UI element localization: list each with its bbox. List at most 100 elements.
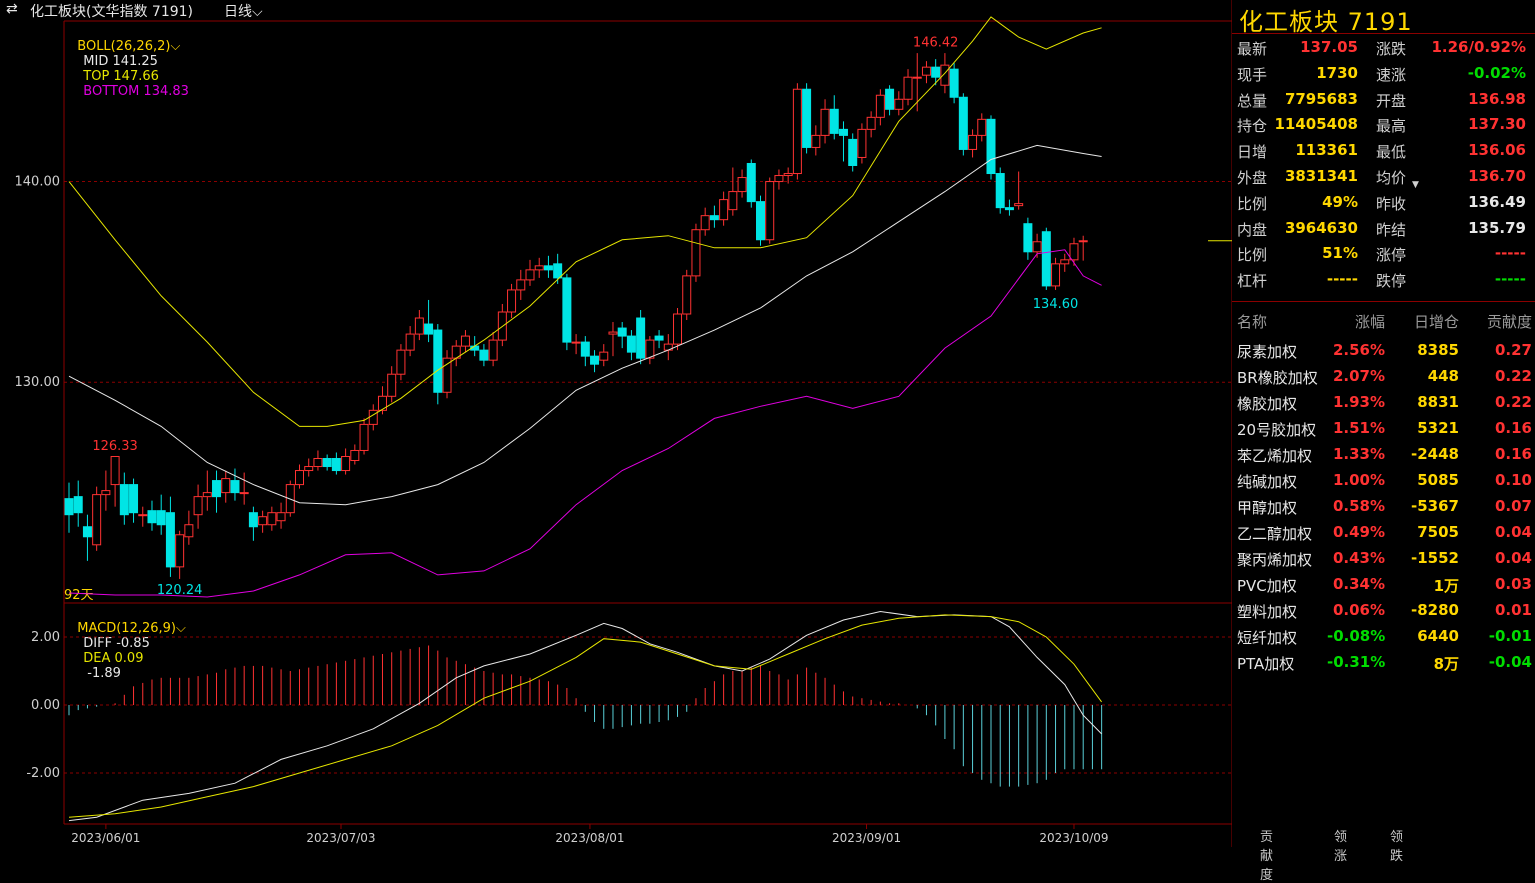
contrib-name: 乙二醇加权 [1237, 525, 1313, 543]
quote-value: ----- [1494, 244, 1526, 263]
candle-body [368, 409, 378, 425]
candle-body [175, 534, 185, 568]
contrib-oi: 8万 [1433, 655, 1459, 673]
candle-body [673, 313, 683, 345]
quote-row: 杠杆 ----- 跌停 ----- [1232, 270, 1535, 294]
table-header[interactable]: 名称 [1237, 313, 1268, 331]
contrib-row[interactable]: 聚丙烯加权 0.43% -1552 0.04 [1232, 549, 1535, 573]
avg-price-dropdown-icon[interactable]: ▼ [1412, 180, 1419, 190]
candle-body [949, 68, 959, 98]
contrib-name: 苯乙烯加权 [1237, 447, 1313, 465]
candle-body [221, 478, 231, 494]
candle-body [737, 177, 747, 193]
contrib-row[interactable]: 乙二醇加权 0.49% 7505 0.04 [1232, 523, 1535, 547]
contrib-change: 2.07% [1332, 367, 1385, 385]
candle-body [986, 118, 996, 175]
candle-body [645, 339, 655, 359]
candle-body [958, 96, 968, 150]
candle-body [488, 339, 498, 361]
macd-value: -1.89 [87, 666, 121, 681]
contrib-value: 0.16 [1494, 445, 1532, 463]
contrib-row[interactable]: 甲醇加权 0.58% -5367 0.07 [1232, 497, 1535, 521]
candle-body [119, 484, 129, 516]
candle-body [691, 229, 701, 277]
candle-body [267, 512, 277, 526]
contrib-row[interactable]: 橡胶加权 1.93% 8831 0.22 [1232, 393, 1535, 417]
contrib-name: 聚丙烯加权 [1237, 551, 1313, 569]
table-header[interactable]: 日增仓 [1413, 313, 1459, 331]
candle-body [562, 277, 572, 343]
boll-mid-line [68, 144, 1102, 506]
tab-top-losers[interactable]: 领跌 [1390, 830, 1404, 864]
contrib-row[interactable]: 尿素加权 2.56% 8385 0.27 [1232, 341, 1535, 365]
contrib-row[interactable]: PTA加权 -0.31% 8万 -0.04 [1232, 653, 1535, 677]
candle-body [746, 162, 756, 203]
quote-row: 比例 49% 昨收 136.49 [1232, 193, 1535, 217]
quote-label: 速涨 [1376, 65, 1407, 84]
table-header[interactable]: 贡献度 [1486, 313, 1532, 331]
contrib-row[interactable]: BR橡胶加权 2.07% 448 0.22 [1232, 367, 1535, 391]
candle-body [73, 496, 83, 514]
contrib-name: 甲醇加权 [1237, 499, 1298, 517]
candle-body [719, 199, 729, 221]
quote-value: ----- [1326, 270, 1358, 289]
quote-value: 3831341 [1284, 167, 1358, 185]
quote-value: 137.05 [1300, 38, 1358, 56]
boll-label[interactable]: BOLL(26,26,2) [77, 39, 171, 54]
chart-canvas[interactable]: 140.00 130.00 126.33 120.24 146.42 134.60 2.00… [0, 0, 1232, 847]
contrib-row[interactable]: PVC加权 0.34% 1万 0.03 [1232, 575, 1535, 599]
contrib-row[interactable]: 20号胶加权 1.51% 5321 0.16 [1232, 419, 1535, 443]
macd-label[interactable]: MACD(12,26,9) [77, 621, 176, 636]
contrib-value: 0.16 [1494, 419, 1532, 437]
candle-body [193, 496, 203, 516]
quote-label: 日增 [1237, 143, 1268, 162]
contrib-row[interactable]: 纯碱加权 1.00% 5085 0.10 [1232, 471, 1535, 495]
contrib-change: 0.43% [1332, 549, 1385, 567]
candle-body [1023, 223, 1033, 253]
contrib-row[interactable]: 塑料加权 0.06% -8280 0.01 [1232, 601, 1535, 625]
candle-body [1078, 240, 1088, 243]
candle-body [774, 175, 784, 183]
x-tick-label: 2023/08/01 [555, 831, 624, 845]
quote-value: 136.06 [1468, 141, 1526, 160]
contrib-change: -0.08% [1327, 627, 1386, 645]
contrib-value: 0.22 [1494, 393, 1532, 411]
contrib-change: 0.58% [1332, 497, 1385, 515]
candle-body [460, 335, 470, 347]
period-selector[interactable]: 日线⌵ [224, 4, 263, 20]
quote-label: 均价 [1376, 169, 1407, 187]
contrib-change: 0.06% [1332, 601, 1385, 619]
tab-contribution[interactable]: 贡献度 [1260, 830, 1274, 883]
contrib-change: 0.49% [1332, 523, 1385, 541]
table-separator [1232, 301, 1535, 302]
contrib-name: PTA加权 [1237, 655, 1295, 673]
quote-label: 昨收 [1376, 194, 1407, 213]
candle-body [165, 512, 175, 568]
candle-body [885, 88, 895, 110]
candle-body [921, 66, 931, 76]
contrib-oi: 8385 [1417, 341, 1459, 359]
quote-value: 136.70 [1468, 167, 1526, 185]
contrib-value: 0.27 [1494, 341, 1532, 359]
contrib-row[interactable]: 苯乙烯加权 1.33% -2448 0.16 [1232, 445, 1535, 469]
candle-body [341, 455, 351, 472]
candle-body [783, 173, 793, 177]
macd-diff: DIFF -0.85 [83, 636, 150, 651]
table-header[interactable]: 涨幅 [1354, 313, 1385, 331]
tab-top-gainers[interactable]: 领涨 [1334, 830, 1348, 864]
candle-body [903, 76, 913, 100]
quote-row: 总量 7795683 开盘 136.98 [1232, 90, 1535, 114]
candle-body [138, 514, 148, 517]
candle-body [82, 526, 92, 538]
x-tick-label: 2023/07/03 [306, 831, 375, 845]
candle-body [295, 470, 304, 486]
contrib-name: 尿素加权 [1237, 343, 1298, 361]
candle-body [1014, 203, 1024, 207]
contrib-value: 0.01 [1494, 601, 1532, 619]
contrib-oi: 6440 [1417, 627, 1459, 645]
compare-icon[interactable]: ⇄ [6, 1, 18, 17]
contrib-row[interactable]: 短纤加权 -0.08% 6440 -0.01 [1232, 627, 1535, 651]
quote-row: 现手 1730 速涨 -0.02% [1232, 64, 1535, 88]
contrib-oi: -5367 [1411, 497, 1459, 515]
contrib-name: 20号胶加权 [1237, 421, 1317, 439]
